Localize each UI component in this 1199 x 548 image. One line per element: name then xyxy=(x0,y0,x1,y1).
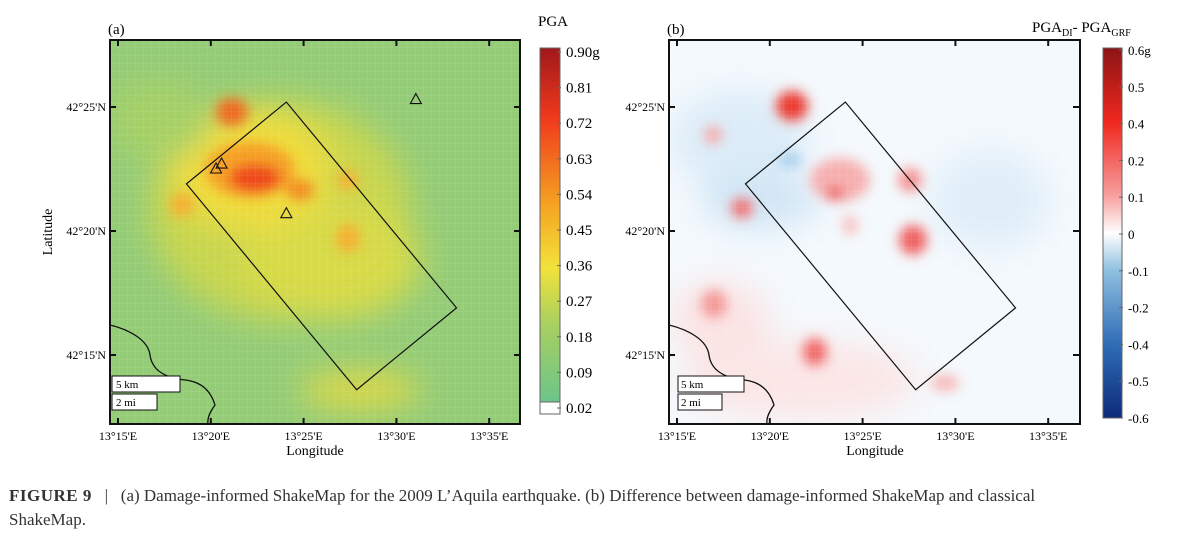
y-tick-label: 42°15'N xyxy=(66,348,106,362)
x-tick-label: 13°20'E xyxy=(751,429,789,443)
colorbar-tick-label: 0.45 xyxy=(566,223,592,239)
figure-number: FIGURE 9 xyxy=(9,486,92,505)
colorbar-tick-label: 0.18 xyxy=(566,330,592,346)
colorbar-b-title: PGADI- PGAGRF xyxy=(1032,20,1131,39)
x-tick-label: 13°20'E xyxy=(192,429,230,443)
colorbar-b-ticks: 0.6g 0.5 0.4 0.2 0.1 0 -0.1 -0.2 -0.4 -0.5 -0.6 xyxy=(1119,43,1151,426)
colorbar-tick-label: 0.90g xyxy=(566,45,600,61)
x-tick-label: 13°25'E xyxy=(284,429,322,443)
caption-line-1: (a) Damage-informed ShakeMap for the 200… xyxy=(120,486,1036,505)
y-tick-label: 42°25'N xyxy=(625,100,665,114)
fault-rectangle-a xyxy=(185,101,458,391)
colorbar-a xyxy=(540,48,560,402)
scale-km-label: 5 km xyxy=(681,379,704,391)
colorbar-tick-label: 0.81 xyxy=(566,81,592,97)
y-tick-label: 42°20'N xyxy=(625,224,665,238)
panel-b-axes: 13°15'E 13°20'E 13°25'E 13°30'E 13°35'E 42°25… xyxy=(625,40,1079,443)
colorbar-tick-label: -0.2 xyxy=(1128,301,1149,316)
colorbar-tick-label: 0.4 xyxy=(1128,117,1145,132)
scale-bar-b: 5 km 2 mi xyxy=(677,375,745,411)
scale-km-label: 5 km xyxy=(116,379,139,391)
coastline-a xyxy=(110,324,216,424)
x-tick-label: 13°30'E xyxy=(377,429,415,443)
y-axis-label-a: Latitude xyxy=(41,209,56,256)
x-tick-label: 13°35'E xyxy=(470,429,508,443)
x-tick-label: 13°25'E xyxy=(843,429,881,443)
colorbar-tick-label: 0.1 xyxy=(1128,190,1144,205)
x-axis-label-a: Longitude xyxy=(286,444,344,459)
colorbar-tick-label: -0.1 xyxy=(1128,264,1149,279)
colorbar-tick-label: 0.63 xyxy=(566,152,592,168)
colorbar-b xyxy=(1102,47,1123,419)
panel-b-map: 5 km 2 mi xyxy=(669,40,1080,424)
fault-rectangle-b xyxy=(744,101,1017,391)
panel-a-map: 5 km 2 mi xyxy=(110,40,520,424)
colorbar-tick-label: -0.5 xyxy=(1128,374,1149,389)
station-triangle-icon xyxy=(279,206,293,219)
caption-separator: | xyxy=(104,486,109,505)
station-triangle-icon xyxy=(215,156,229,169)
colorbar-tick-label: 0.02 xyxy=(566,401,592,417)
colorbar-tick-label: 0.6g xyxy=(1128,43,1151,58)
colorbar-tick-label: -0.4 xyxy=(1128,337,1149,352)
colorbar-tick-label: 0.27 xyxy=(566,294,593,310)
y-tick-label: 42°25'N xyxy=(66,100,106,114)
colorbar-a-ticks: 0.90g 0.81 0.72 0.63 0.54 0.45 0.36 0.27 0.18 0.0… xyxy=(557,45,600,417)
x-axis-label-b: Longitude xyxy=(846,444,904,459)
colorbar-tick-label: 0 xyxy=(1128,227,1135,242)
y-tick-label: 42°20'N xyxy=(66,224,106,238)
y-tick-label: 42°15'N xyxy=(625,348,665,362)
caption-line-2: ShakeMap. xyxy=(9,510,86,529)
figure-9: 5 km 2 mi (a) 13°15'E 13°20'E 13°25'E 13°30… xyxy=(41,14,1151,459)
x-tick-label: 13°15'E xyxy=(99,429,137,443)
scale-bar-a: 5 km 2 mi xyxy=(111,375,181,411)
colorbar-a-title: PGA xyxy=(538,14,568,30)
scale-mi-label: 2 mi xyxy=(116,397,136,409)
panel-b-label: (b) xyxy=(667,22,685,38)
panel-a-label: (a) xyxy=(108,22,125,38)
colorbar-tick-label: 0.2 xyxy=(1128,153,1144,168)
colorbar-tick-label: 0.54 xyxy=(566,187,593,203)
colorbar-tick-label: -0.6 xyxy=(1128,411,1149,426)
colorbar-tick-label: 0.5 xyxy=(1128,80,1144,95)
colorbar-tick-label: 0.72 xyxy=(566,116,592,132)
panel-a-axes: 13°15'E 13°20'E 13°25'E 13°30'E 13°35'E 42°25… xyxy=(66,40,520,443)
figure-caption: FIGURE 9 | (a) Damage-informed ShakeMap … xyxy=(9,486,1035,506)
x-tick-label: 13°35'E xyxy=(1029,429,1067,443)
x-tick-label: 13°30'E xyxy=(936,429,974,443)
colorbar-tick-label: 0.09 xyxy=(566,365,592,381)
x-tick-label: 13°15'E xyxy=(658,429,696,443)
stations-a xyxy=(209,92,423,219)
colorbar-tick-label: 0.36 xyxy=(566,259,593,275)
station-triangle-icon xyxy=(409,92,423,105)
scale-mi-label: 2 mi xyxy=(681,397,701,409)
